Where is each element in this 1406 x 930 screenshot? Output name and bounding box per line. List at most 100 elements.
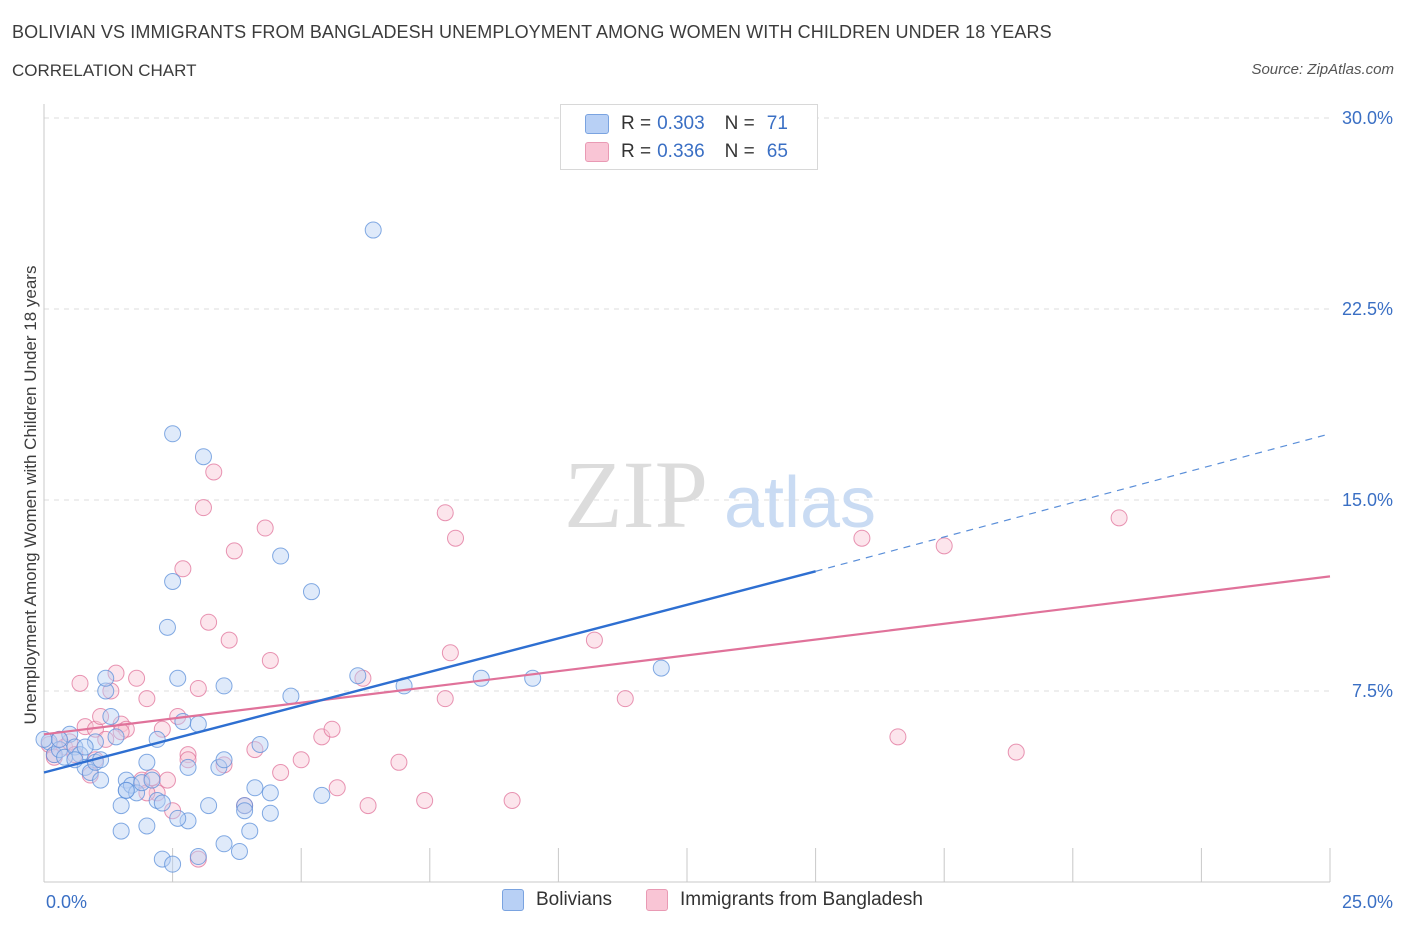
bolivians-point [86,733,104,751]
bolivians-trend-line [43,570,816,774]
bangladesh-point [179,746,197,764]
bangladesh-point [220,631,238,649]
bolivians-point [35,730,53,748]
bolivians-point [230,842,248,860]
bolivians-point [97,669,115,687]
bangladesh-point [205,463,223,481]
bolivians-point [302,583,320,601]
bangladesh-point [71,674,89,692]
bolivians-point [158,618,176,636]
bolivians-point [194,448,212,466]
bolivians-point [117,781,135,799]
legend-swatch-bolivians [502,889,524,911]
bolivians-point [215,751,233,769]
x-tick-label: 0.0% [46,892,87,912]
legend-item-bangladesh[interactable]: Immigrants from Bangladesh [646,889,923,911]
bolivians-point [148,792,166,810]
legend-swatch-bangladesh [646,889,668,911]
bolivians-point [246,779,264,797]
bolivians-point [282,687,300,705]
zipatlas-watermark: ZIP atlas [564,441,876,548]
bangladesh-point [585,631,603,649]
bolivians-point [112,822,130,840]
bangladesh-point [292,751,310,769]
bolivians-point [261,804,279,822]
bolivians-point [313,786,331,804]
y-tick-label: 22.5% [1342,299,1393,319]
bangladesh-point [261,651,279,669]
bolivians-point [169,669,187,687]
bolivians-point [164,855,182,873]
bolivians-point [112,797,130,815]
bolivians-point [241,822,259,840]
bolivians-trend-extension [815,433,1331,572]
watermark-atlas: atlas [724,463,876,543]
bangladesh-point [97,730,115,748]
n-value: 71 [766,113,788,134]
bolivians-point [364,221,382,239]
bangladesh-point [225,542,243,560]
bolivians-point [128,784,146,802]
r-value: 0.336 [657,141,705,162]
tick-labels: 7.5% 15.0% 22.5% 30.0% 0.0% 25.0% [46,108,1393,912]
bangladesh-point [272,763,290,781]
r-label: R = [621,141,652,162]
bangladesh-point [128,669,146,687]
y-tick-label: 30.0% [1342,108,1393,128]
chart-subtitle: CORRELATION CHART [12,61,197,80]
stats-legend-row-bangladesh: R = 0.336 N = 65 [585,140,788,164]
n-label: N = [724,141,755,162]
bangladesh-point [441,644,459,662]
bolivians-point [143,771,161,789]
series-bangladesh-points [40,463,1128,868]
bolivians-point [236,797,254,815]
y-tick-label: 7.5% [1352,681,1393,701]
bangladesh-trend-line [43,575,1331,736]
bangladesh-point [102,682,120,700]
bangladesh-point [138,690,156,708]
bolivians-point [179,812,197,830]
bolivians-point [189,848,207,866]
r-value: 0.303 [657,113,705,134]
bangladesh-point [200,613,218,631]
stats-legend: R = 0.303 N = 71 R = 0.336 N = 65 [560,104,818,170]
bangladesh-point [436,504,454,522]
bangladesh-point [503,792,521,810]
trend-lines [43,433,1331,774]
stats-legend-row-bolivians: R = 0.303 N = 71 [585,112,788,136]
x-tick-label: 25.0% [1342,892,1393,912]
bolivians-point [179,758,197,776]
bangladesh-point [436,690,454,708]
bangladesh-point [323,720,341,738]
bolivians-point [215,835,233,853]
bolivians-point [272,547,290,565]
bolivians-point [472,669,490,687]
bangladesh-point [107,664,125,682]
bolivians-point [107,728,125,746]
n-value: 65 [766,141,788,162]
bolivians-point [102,707,120,725]
y-tick-label: 15.0% [1342,490,1393,510]
bangladesh-point [447,529,465,547]
bolivians-point [169,809,187,827]
chart-title: BOLIVIAN VS IMMIGRANTS FROM BANGLADESH U… [12,22,1052,42]
legend-item-bolivians[interactable]: Bolivians [502,889,612,911]
bangladesh-point [935,537,953,555]
bolivians-point [76,738,94,756]
bangladesh-point [853,529,871,547]
bangladesh-point [1110,509,1128,527]
bangladesh-point [416,792,434,810]
bolivians-point [236,802,254,820]
bangladesh-point [256,519,274,537]
bangladesh-point [359,797,377,815]
bangladesh-point [1007,743,1025,761]
bangladesh-point [246,741,264,759]
bolivians-point [164,572,182,590]
legend-swatch-bangladesh [585,142,609,162]
axes [43,104,1331,883]
bolivians-point [200,797,218,815]
bolivians-point [153,850,171,868]
bolivians-point [261,784,279,802]
legend-swatch-bolivians [585,114,609,134]
